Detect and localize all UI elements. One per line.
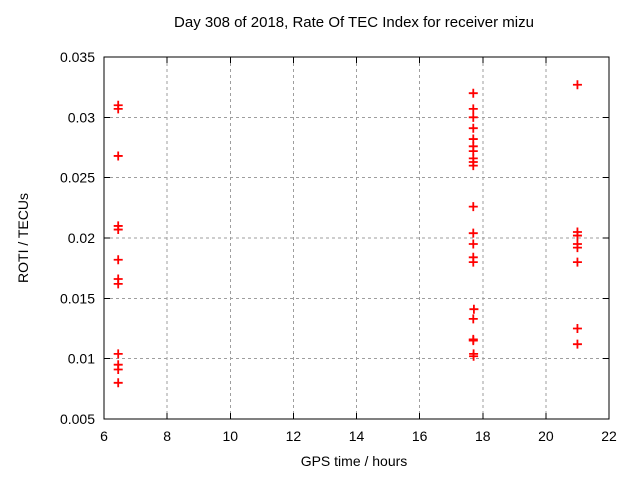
x-tick-label: 14 [349, 428, 365, 444]
data-point-marker [469, 304, 479, 314]
x-tick-label: 8 [163, 428, 171, 444]
x-tick-label: 22 [601, 428, 617, 444]
y-tick-label: 0.03 [68, 109, 95, 125]
y-tick-labels: 0.005 0.01 0.015 0.02 0.025 0.03 0.035 [60, 49, 95, 427]
data-point-marker [468, 228, 478, 238]
data-point-marker [572, 231, 582, 241]
data-point-marker [469, 351, 479, 361]
data-point-marker [113, 378, 123, 388]
data-point-marker [468, 336, 478, 346]
y-tick-label: 0.025 [60, 170, 95, 186]
x-tick-labels: 6 8 10 12 14 16 18 20 22 [100, 428, 617, 444]
data-point-marker [468, 123, 478, 133]
y-tick-label: 0.005 [60, 411, 95, 427]
data-point-marker [468, 314, 478, 324]
gridlines [104, 57, 609, 419]
y-tick-label: 0.035 [60, 49, 95, 65]
data-point-marker [113, 151, 123, 161]
x-tick-label: 6 [100, 428, 108, 444]
data-point-marker [468, 104, 478, 114]
data-point-marker [113, 225, 123, 235]
x-tick-label: 20 [538, 428, 554, 444]
data-point-marker [113, 104, 123, 114]
x-tick-label: 10 [222, 428, 238, 444]
axis-ticks [103, 56, 610, 420]
x-tick-label: 18 [475, 428, 491, 444]
data-point-marker [113, 349, 123, 359]
data-point-marker [468, 112, 478, 122]
x-tick-label: 16 [412, 428, 428, 444]
data-point-marker [468, 161, 478, 171]
data-point-marker [468, 88, 478, 98]
data-point-marker [468, 257, 478, 267]
y-tick-label: 0.015 [60, 290, 95, 306]
y-axis-label: ROTI / TECUs [15, 193, 31, 283]
data-point-marker [572, 80, 582, 90]
y-tick-label: 0.02 [68, 230, 95, 246]
data-point-marker [572, 324, 582, 333]
data-point-marker [572, 339, 582, 349]
data-point-marker [113, 255, 123, 265]
data-points [113, 80, 582, 388]
data-point-marker [468, 202, 478, 212]
y-tick-label: 0.01 [68, 351, 95, 367]
data-point-marker [113, 279, 123, 289]
x-axis-label: GPS time / hours [301, 453, 408, 469]
data-point-marker [113, 365, 123, 375]
data-point-marker [572, 257, 582, 267]
data-point-marker [468, 239, 478, 249]
data-point-marker [572, 243, 582, 253]
x-tick-label: 12 [286, 428, 302, 444]
chart-title: Day 308 of 2018, Rate Of TEC Index for r… [174, 14, 534, 31]
